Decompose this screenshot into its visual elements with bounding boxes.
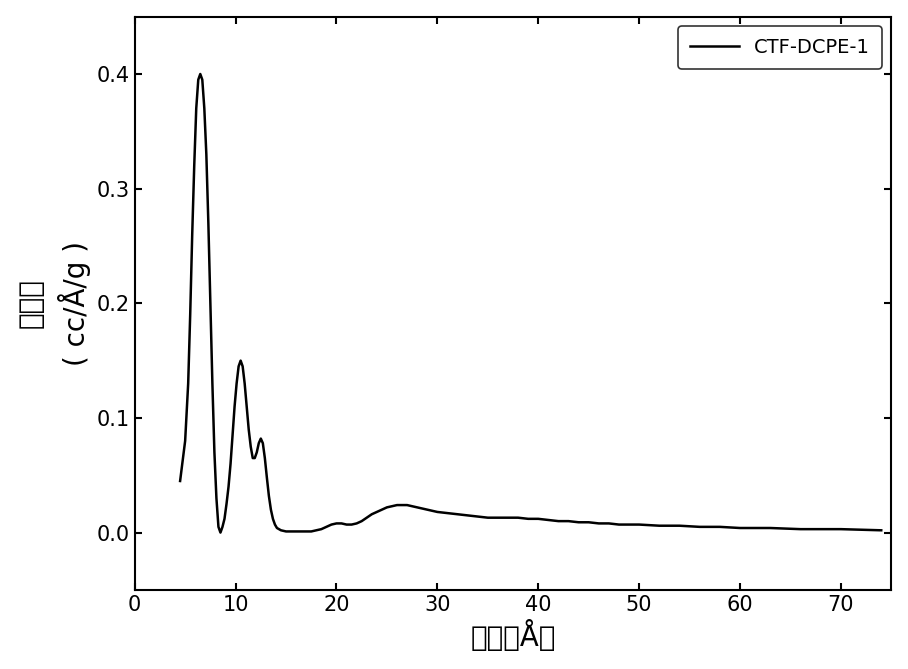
CTF-DCPE-1: [715, 523, 725, 531]
CTF-DCPE-1: [523, 515, 534, 523]
CTF-DCPE-1: [876, 527, 887, 535]
CTF-DCPE-1: [247, 454, 258, 462]
CTF-DCPE-1: [195, 70, 206, 78]
CTF-DCPE-1: [614, 520, 625, 529]
CTF-DCPE-1: [472, 512, 483, 520]
CTF-DCPE-1: [215, 529, 226, 537]
CTF-DCPE-1: [174, 477, 185, 485]
CTF-DCPE-1: [427, 507, 438, 515]
X-axis label: 孔径（Å）: 孔径（Å）: [470, 620, 556, 652]
Y-axis label: 孔体积
( cc/Å/g ): 孔体积 ( cc/Å/g ): [16, 241, 91, 366]
Legend: CTF-DCPE-1: CTF-DCPE-1: [678, 26, 882, 69]
Line: CTF-DCPE-1: CTF-DCPE-1: [180, 74, 882, 533]
